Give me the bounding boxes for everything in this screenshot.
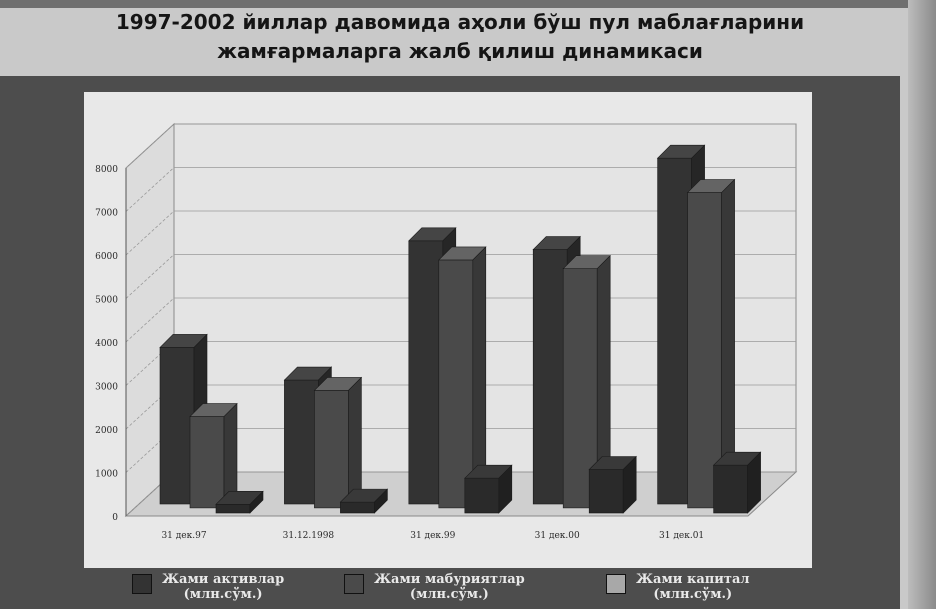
legend-swatch-liabilities: [344, 574, 364, 594]
legend-label-capital: Жами капитал: [636, 572, 750, 587]
bar-chart: 0 1000 2000 3000 4000 5000 6000 7000 8000 31 дек…: [84, 92, 812, 568]
legend-label-liabilities: Жами мабуриятлар: [374, 572, 525, 587]
side-gridline: [125, 123, 175, 169]
x-tick-label: 31.12.1998: [283, 531, 335, 541]
side-gridline: [125, 210, 175, 256]
page-edge: [908, 0, 936, 609]
bars: [159, 144, 762, 514]
x-tick-labels: 31 дек.97 31.12.1998 31 дек.99 31 дек.00 31 …: [161, 531, 704, 541]
legend-item-liabilities: Жами мабуриятлар (млн.сўм.): [344, 572, 525, 602]
y-tick-label: 0: [112, 513, 118, 523]
legend-label-assets: Жами активлар: [162, 572, 285, 587]
bar-side: [498, 464, 513, 514]
bar-front: [284, 379, 319, 505]
chart-title: 1997-2002 йиллар давомида аҳоли бўш пул …: [60, 8, 860, 66]
side-gridline: [125, 254, 175, 299]
bar-front: [314, 390, 349, 509]
bar-front: [532, 249, 568, 505]
y-tick-label: 3000: [95, 383, 118, 393]
title-line-2: жамғармаларга жалб қилиш динамикаси: [217, 39, 703, 63]
bar-front: [438, 259, 474, 509]
x-tick-label: 31 дек.01: [659, 531, 704, 541]
bar-front: [657, 157, 692, 505]
title-line-1: 1997-2002 йиллар давомида аҳоли бўш пул …: [115, 10, 805, 34]
y-tick-label: 7000: [95, 209, 118, 219]
bar-front: [588, 469, 624, 514]
y-tick-label: 1000: [95, 470, 118, 480]
legend-swatch-assets: [132, 574, 152, 594]
bar-front: [159, 347, 195, 505]
bar-front: [464, 477, 500, 514]
bar-side: [249, 490, 264, 514]
legend-unit-capital: (млн.сўм.): [653, 587, 733, 602]
y-tick-label: 6000: [95, 252, 118, 262]
x-tick-label: 31 дек.97: [161, 531, 206, 541]
bar-front: [189, 416, 225, 509]
side-gridline: [125, 428, 175, 473]
y-tick-label: 2000: [95, 426, 118, 436]
y-tick-label: 5000: [95, 296, 118, 306]
bar-side: [747, 451, 761, 514]
legend-item-assets: Жами активлар (млн.сўм.): [132, 572, 284, 602]
chart-panel: 0 1000 2000 3000 4000 5000 6000 7000 8000 31 дек…: [0, 76, 900, 609]
bar-front: [215, 503, 251, 514]
legend-item-capital: Жами капитал (млн.сўм.): [606, 572, 750, 602]
bar-front: [408, 240, 444, 505]
legend-unit-liabilities: (млн.сўм.): [409, 587, 489, 602]
side-gridline: [125, 471, 175, 517]
bar-side: [348, 376, 362, 509]
legend-unit-assets: (млн.сўм.): [183, 587, 263, 602]
bar-side: [622, 455, 637, 514]
bar-front: [713, 464, 748, 514]
y-tick-label: 4000: [95, 339, 118, 349]
legend: Жами активлар (млн.сўм.) Жами мабуриятла…: [0, 568, 900, 609]
side-gridline: [125, 384, 175, 430]
top-band: [0, 0, 936, 8]
side-gridline: [125, 167, 175, 212]
x-tick-label: 31 дек.99: [410, 531, 455, 541]
bar-front: [340, 501, 375, 514]
x-tick-label: 31 дек.00: [535, 531, 580, 541]
y-tick-label: 8000: [95, 165, 118, 175]
side-gridline: [125, 297, 175, 343]
bar-side: [374, 488, 388, 514]
legend-swatch-capital: [606, 574, 626, 594]
y-tick-labels: 0 1000 2000 3000 4000 5000 6000 7000 8000: [95, 165, 118, 523]
bar-front: [687, 192, 722, 509]
side-gridline: [125, 341, 175, 386]
